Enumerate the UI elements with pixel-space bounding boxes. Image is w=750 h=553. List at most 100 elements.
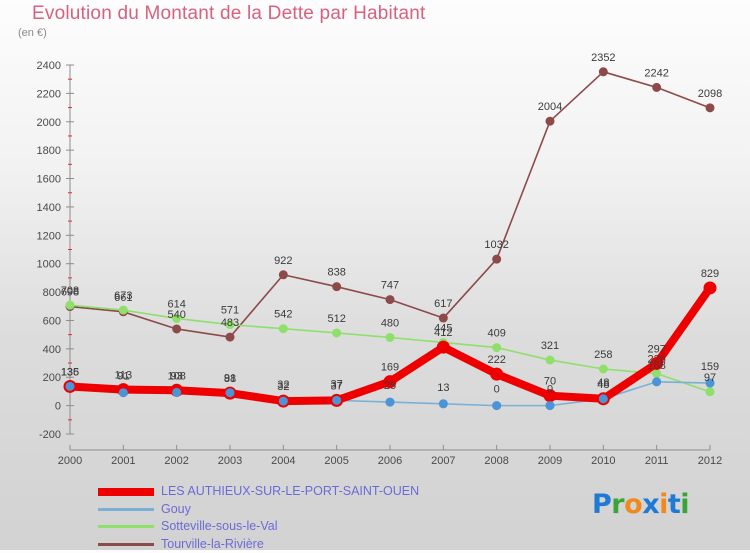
data-point[interactable] [439,399,448,408]
y-tick-label: 800 [43,287,61,299]
x-tick-label: 2000 [58,455,82,467]
data-point[interactable] [599,394,608,403]
data-point[interactable] [172,388,181,397]
logo-letter-3: x [642,489,659,520]
data-point[interactable] [492,401,501,410]
data-label: 661 [114,292,132,304]
data-point[interactable] [706,104,714,112]
data-point[interactable] [386,333,394,341]
data-label: 2242 [644,67,668,79]
logo-letter-1: r [611,489,624,520]
data-point[interactable] [119,306,127,314]
data-point[interactable] [333,283,341,291]
data-label: 445 [434,322,452,334]
data-point[interactable] [437,341,449,353]
legend-item-3[interactable]: Tourville-la-Rivière [98,536,419,553]
data-label: 25 [384,380,396,392]
data-label: 169 [381,362,399,374]
data-point[interactable] [66,382,75,391]
data-point[interactable] [493,344,501,352]
data-label: 258 [594,349,612,361]
data-point[interactable] [546,401,555,410]
series-3 [66,68,714,341]
y-tick-label: 200 [43,372,61,384]
data-label: 32 [277,379,289,391]
data-point[interactable] [599,68,607,76]
data-point[interactable] [226,333,234,341]
data-label: 2004 [538,101,562,113]
logo-letter-5: t [668,489,680,520]
data-point[interactable] [706,388,714,396]
logo-letter-6: i [680,489,689,520]
data-label: 2352 [591,52,615,64]
data-point[interactable] [66,301,74,309]
x-tick-label: 2010 [591,455,615,467]
x-tick-label: 2012 [698,455,722,467]
data-point[interactable] [279,397,288,406]
data-label: 747 [381,280,399,292]
x-tick-label: 2011 [645,455,669,467]
data-label: 226 [647,354,665,366]
y-tick-label: 1600 [37,174,61,186]
data-point[interactable] [279,271,287,279]
data-label: 136 [61,366,79,378]
legend-label: Gouy [161,501,191,519]
data-label: 483 [221,317,239,329]
data-label: 512 [327,313,345,325]
data-label: 93 [171,370,183,382]
data-point[interactable] [653,83,661,91]
x-tick-label: 2001 [111,455,135,467]
data-label: 91 [224,373,236,385]
data-label: 922 [274,255,292,267]
data-point[interactable] [386,296,394,304]
x-tick-label: 2003 [218,455,242,467]
x-tick-label: 2008 [484,455,508,467]
data-point[interactable] [493,255,501,263]
legend-item-2[interactable]: Sotteville-sous-le-Val [98,518,419,536]
data-label: 409 [487,328,505,340]
data-point[interactable] [226,388,235,397]
legend-item-1[interactable]: Gouy [98,501,419,519]
proxiti-logo: Proxiti [592,489,689,520]
data-label: 838 [327,267,345,279]
data-point[interactable] [119,388,128,397]
data-point[interactable] [491,368,503,380]
x-tick-label: 2002 [164,455,188,467]
data-point[interactable] [652,377,661,386]
legend-label: Tourville-la-Rivière [161,536,264,553]
logo-letter-4: i [659,489,668,520]
data-point[interactable] [546,117,554,125]
legend-swatch [98,488,154,496]
x-tick-label: 2004 [271,455,295,467]
data-point[interactable] [704,282,716,294]
x-tick-label: 2005 [324,455,348,467]
x-tick-label: 2006 [378,455,402,467]
chart-plot-area: -200020040060080010001200140016001800200… [0,0,750,480]
data-point[interactable] [439,314,447,322]
y-tick-label: -200 [39,429,61,441]
data-label: 829 [701,268,719,280]
y-tick-label: 1800 [37,145,61,157]
y-tick-label: 1000 [37,259,61,271]
data-point[interactable] [599,365,607,373]
data-point[interactable] [333,329,341,337]
y-tick-label: 2400 [37,60,61,72]
logo-letter-0: P [592,489,611,520]
data-label: 617 [434,298,452,310]
data-point[interactable] [279,325,287,333]
data-label: 2098 [698,88,722,100]
data-label: 1032 [484,239,508,251]
data-point[interactable] [332,396,341,405]
legend-item-0[interactable]: LES AUTHIEUX-SUR-LE-PORT-SAINT-OUEN [98,483,419,501]
data-label: 480 [381,317,399,329]
data-label: 540 [167,309,185,321]
data-label: 0 [494,384,500,396]
data-point[interactable] [546,356,554,364]
data-point[interactable] [386,398,395,407]
data-point[interactable] [173,325,181,333]
y-tick-label: 2200 [37,88,61,100]
legend-label: LES AUTHIEUX-SUR-LE-PORT-SAINT-OUEN [161,483,419,501]
y-tick-label: 600 [43,315,61,327]
